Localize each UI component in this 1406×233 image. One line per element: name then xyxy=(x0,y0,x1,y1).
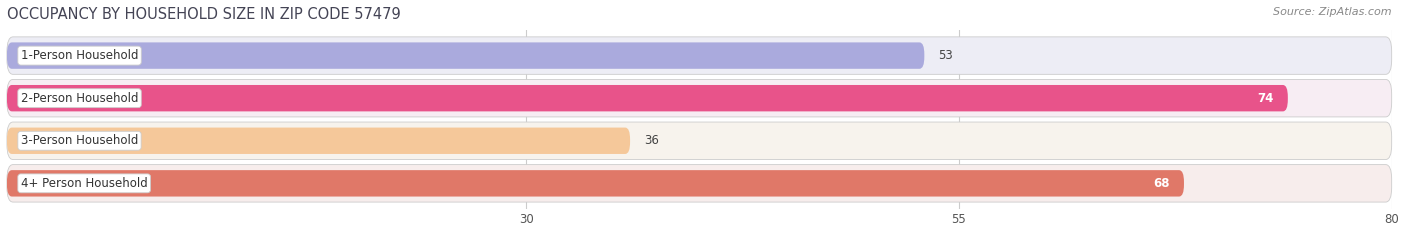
Bar xyxy=(7,122,1392,160)
Bar xyxy=(7,79,1392,117)
Text: 53: 53 xyxy=(938,49,953,62)
FancyBboxPatch shape xyxy=(7,127,630,154)
Text: 68: 68 xyxy=(1153,177,1170,190)
FancyBboxPatch shape xyxy=(7,37,1392,74)
Text: Source: ZipAtlas.com: Source: ZipAtlas.com xyxy=(1274,7,1392,17)
Text: OCCUPANCY BY HOUSEHOLD SIZE IN ZIP CODE 57479: OCCUPANCY BY HOUSEHOLD SIZE IN ZIP CODE … xyxy=(7,7,401,22)
FancyBboxPatch shape xyxy=(7,79,1392,117)
Text: 2-Person Household: 2-Person Household xyxy=(21,92,138,105)
Bar xyxy=(7,164,1392,202)
Text: 1-Person Household: 1-Person Household xyxy=(21,49,138,62)
FancyBboxPatch shape xyxy=(7,85,1288,111)
Text: 4+ Person Household: 4+ Person Household xyxy=(21,177,148,190)
Bar xyxy=(7,37,1392,74)
FancyBboxPatch shape xyxy=(7,170,1184,197)
FancyBboxPatch shape xyxy=(7,164,1392,202)
FancyBboxPatch shape xyxy=(7,122,1392,160)
Text: 36: 36 xyxy=(644,134,659,147)
FancyBboxPatch shape xyxy=(7,42,924,69)
Text: 74: 74 xyxy=(1257,92,1274,105)
Text: 3-Person Household: 3-Person Household xyxy=(21,134,138,147)
